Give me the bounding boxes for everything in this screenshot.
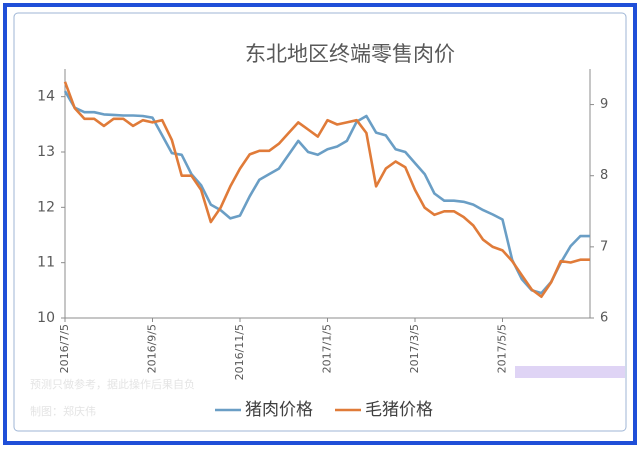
- y2-tick-label: 9: [600, 97, 608, 112]
- y2-tick-label: 7: [600, 239, 608, 254]
- frame: [3, 3, 637, 445]
- series-line: [63, 90, 590, 295]
- x-tick-label: 2017/5/5: [496, 324, 509, 373]
- x-tick-label: 2017/3/5: [408, 324, 421, 373]
- x-tick-label: 2016/7/5: [58, 324, 71, 373]
- y-tick-label: 10: [37, 310, 55, 326]
- y-tick-label: 11: [37, 255, 55, 271]
- y2-tick-label: 8: [600, 168, 608, 183]
- watermark: 预测只做参考，据此操作后果自负: [30, 377, 195, 391]
- watermark: 制图：郑庆伟: [30, 404, 96, 418]
- y2-tick-label: 6: [600, 311, 608, 326]
- x-tick-label: 2017/1/5: [321, 324, 334, 373]
- x-tick-label: 2016/11/5: [233, 324, 246, 380]
- legend-label: 猪肉价格: [245, 400, 313, 420]
- chart-title: 东北地区终端零售肉价: [245, 42, 455, 66]
- y-tick-label: 12: [37, 199, 55, 215]
- y-tick-label: 14: [37, 89, 55, 105]
- decoration: [515, 366, 625, 378]
- series-line: [63, 81, 590, 298]
- y-tick-label: 13: [37, 144, 55, 160]
- legend-label: 毛猪价格: [365, 400, 433, 420]
- inner-frame: [13, 12, 627, 432]
- x-tick-label: 2016/9/5: [146, 324, 159, 373]
